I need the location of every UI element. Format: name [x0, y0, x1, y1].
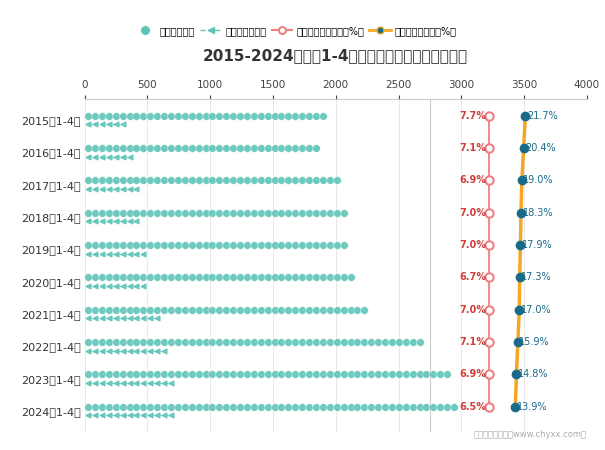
Text: 17.3%: 17.3% — [521, 272, 552, 283]
Text: 6.9%: 6.9% — [460, 176, 486, 185]
Text: 17.0%: 17.0% — [521, 305, 551, 315]
Text: 18.3%: 18.3% — [523, 208, 553, 218]
Text: 19.0%: 19.0% — [523, 176, 554, 185]
Text: 15.9%: 15.9% — [519, 337, 550, 347]
Text: 6.9%: 6.9% — [460, 369, 486, 379]
Text: 6.5%: 6.5% — [460, 402, 486, 412]
Text: 7.1%: 7.1% — [460, 143, 486, 153]
Text: 7.1%: 7.1% — [460, 337, 486, 347]
Title: 2015-2024年各年1-4月陕西省工业企业存货统计图: 2015-2024年各年1-4月陕西省工业企业存货统计图 — [203, 48, 468, 63]
Text: 14.8%: 14.8% — [518, 369, 549, 379]
Text: 7.0%: 7.0% — [460, 208, 486, 218]
Legend: 存货（亿元）, 产成品（亿元）, 存货占流动资产比（%）, 存货占总资产比（%）: 存货（亿元）, 产成品（亿元）, 存货占流动资产比（%）, 存货占总资产比（%） — [131, 22, 460, 40]
Text: 7.0%: 7.0% — [460, 240, 486, 250]
Text: 20.4%: 20.4% — [525, 143, 556, 153]
Text: 7.0%: 7.0% — [460, 305, 486, 315]
Text: 17.9%: 17.9% — [522, 240, 552, 250]
Text: 制图：智研咨询（www.chyxx.com）: 制图：智研咨询（www.chyxx.com） — [474, 430, 587, 439]
Text: 13.9%: 13.9% — [517, 402, 548, 412]
Text: 6.7%: 6.7% — [460, 272, 486, 283]
Text: 7.7%: 7.7% — [460, 111, 486, 121]
Text: 21.7%: 21.7% — [527, 111, 558, 121]
